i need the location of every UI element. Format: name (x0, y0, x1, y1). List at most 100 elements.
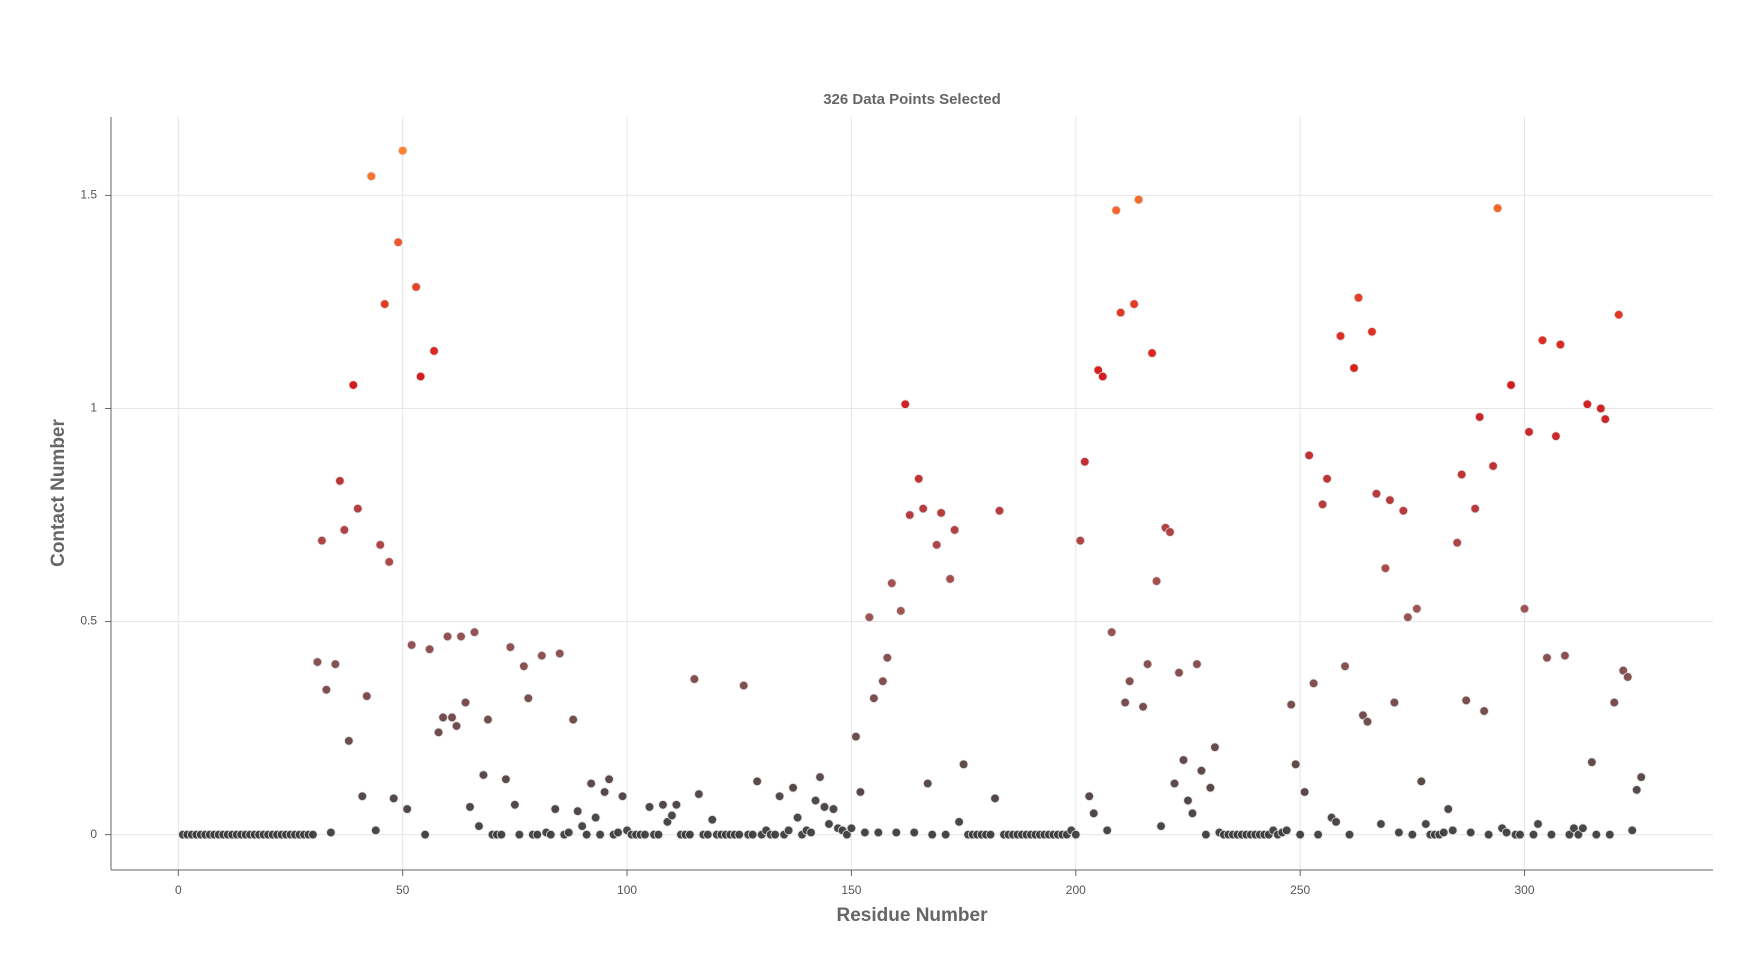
point (393, 237, 403, 247)
point (1483, 829, 1494, 840)
point (1416, 776, 1427, 787)
point (1389, 697, 1400, 708)
point (1124, 676, 1135, 686)
point (1138, 702, 1148, 712)
point (586, 778, 596, 789)
point (317, 535, 327, 546)
point (599, 787, 610, 797)
point (568, 714, 578, 725)
point (1156, 821, 1166, 831)
point (685, 829, 695, 840)
point (1358, 710, 1368, 721)
point (1080, 457, 1090, 467)
point (420, 829, 430, 840)
point (1542, 653, 1552, 663)
point (1560, 650, 1570, 661)
point (312, 657, 323, 667)
point (1394, 827, 1404, 838)
x-tick-label: 100 (617, 883, 637, 897)
point (344, 736, 354, 746)
point (752, 776, 762, 787)
point (523, 693, 534, 703)
point (406, 640, 417, 650)
point (375, 540, 385, 550)
point (532, 829, 543, 840)
point (1196, 766, 1207, 776)
point (747, 829, 758, 840)
point (1322, 474, 1332, 484)
point (1398, 506, 1409, 516)
point (990, 793, 1000, 804)
point (954, 817, 964, 827)
point (1492, 203, 1503, 213)
point (667, 810, 677, 821)
point (707, 815, 718, 825)
point (824, 819, 834, 829)
point (694, 789, 704, 799)
point (1632, 785, 1642, 795)
point (1461, 695, 1471, 706)
point (1452, 538, 1462, 548)
point (1380, 563, 1391, 573)
point (1457, 469, 1467, 480)
point (1165, 527, 1175, 537)
point (851, 731, 861, 742)
point (792, 812, 803, 823)
y-tick-label: 1 (90, 401, 97, 415)
point (1412, 604, 1422, 614)
point (353, 503, 363, 514)
point (581, 829, 592, 840)
point (1201, 829, 1211, 840)
point (810, 795, 821, 806)
point (330, 659, 341, 669)
point (1205, 783, 1216, 793)
point (994, 506, 1005, 516)
point (389, 793, 399, 804)
point (577, 821, 587, 831)
point (828, 804, 839, 814)
point (783, 825, 794, 836)
point (1421, 819, 1431, 829)
point (415, 371, 426, 382)
point (397, 145, 408, 156)
x-tick-label: 300 (1515, 883, 1535, 897)
point (326, 827, 336, 838)
point (1362, 717, 1373, 727)
point (424, 644, 435, 654)
point (1133, 194, 1144, 205)
point (451, 721, 462, 731)
point (770, 829, 780, 840)
point (1335, 331, 1346, 341)
point (1367, 327, 1377, 337)
point (1439, 827, 1449, 838)
point (447, 712, 457, 723)
point (931, 540, 942, 550)
point (1093, 365, 1103, 375)
point (321, 685, 332, 695)
point (1169, 778, 1180, 789)
point (1286, 699, 1296, 710)
point (1290, 759, 1301, 770)
point (873, 827, 884, 838)
point (371, 825, 381, 836)
point (442, 631, 453, 642)
point (1533, 819, 1543, 829)
y-tick-label: 0 (90, 827, 97, 841)
point (1524, 427, 1534, 437)
point (1465, 827, 1476, 838)
point (1187, 808, 1198, 819)
point (1111, 205, 1121, 216)
grid (111, 117, 1713, 870)
point (1582, 399, 1593, 409)
point (985, 829, 996, 840)
point (1304, 450, 1314, 461)
point (846, 823, 857, 833)
point (617, 791, 628, 801)
point (474, 821, 484, 831)
point (1210, 742, 1220, 752)
point (900, 399, 910, 409)
x-tick-label: 250 (1290, 883, 1310, 897)
point (774, 791, 785, 801)
point (510, 800, 520, 810)
